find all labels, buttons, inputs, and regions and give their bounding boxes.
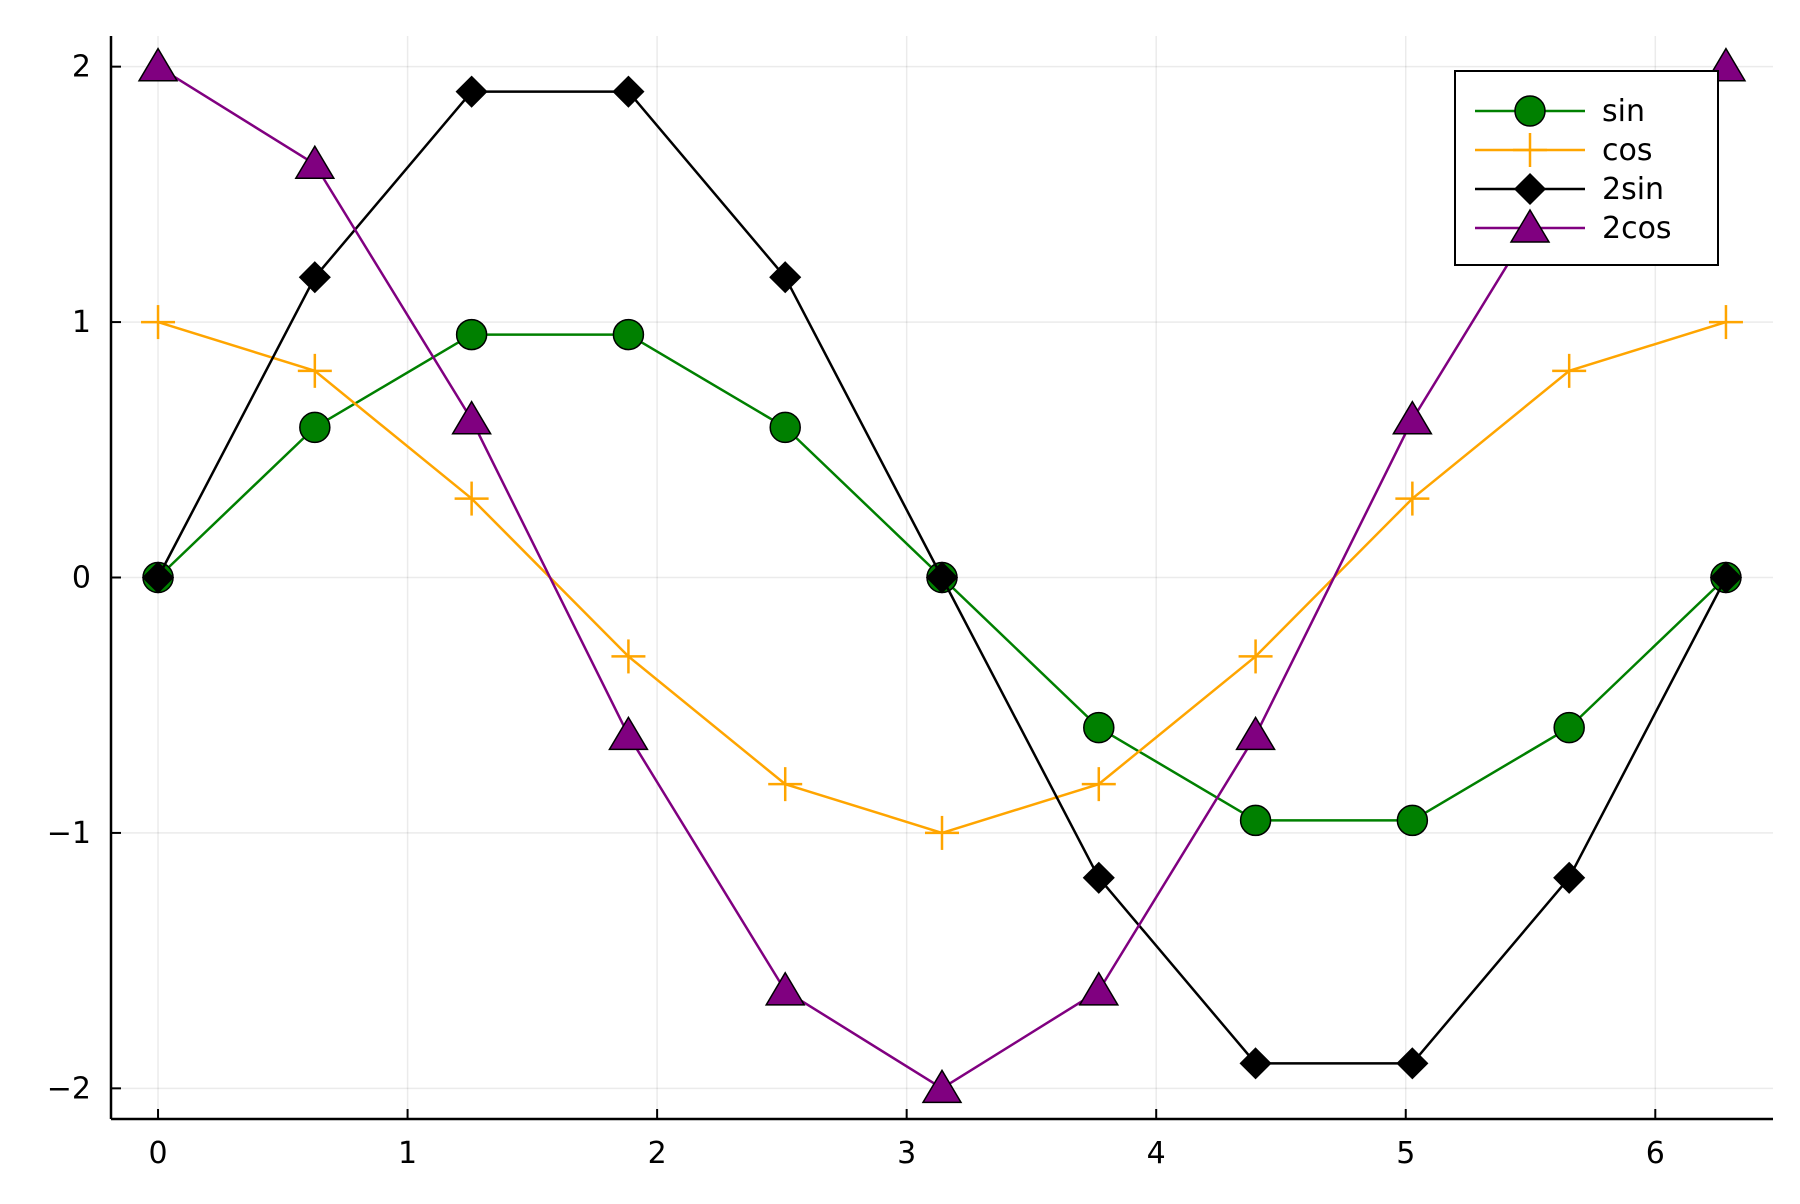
data-point-cos <box>141 305 176 340</box>
y-tick-label: 1 <box>72 305 91 340</box>
data-point-sin <box>455 318 488 351</box>
legend-item-2sin: 2sin <box>1475 172 1664 207</box>
data-point-sin <box>1553 711 1585 744</box>
legend-item-2cos: 2cos <box>1475 208 1672 246</box>
x-tick-label: 6 <box>1646 1136 1665 1171</box>
data-point-2sin <box>1396 1047 1429 1080</box>
series-cos <box>141 305 1743 850</box>
data-point-2cos <box>764 971 806 1006</box>
data-point-cos <box>1552 353 1587 388</box>
y-tick-label: −2 <box>47 1071 91 1106</box>
data-point-sin <box>1083 711 1115 744</box>
data-point-2sin <box>141 561 175 594</box>
data-point-2sin <box>769 261 802 294</box>
legend-item-cos: cos <box>1475 133 1652 168</box>
series-2cos <box>137 47 1747 1104</box>
data-point-2sin <box>1082 861 1115 894</box>
data-point-cos <box>1395 481 1430 516</box>
data-point-cos <box>1708 305 1743 340</box>
data-point-2cos <box>1235 715 1276 751</box>
series-group <box>137 47 1747 1104</box>
data-point-cos <box>454 481 489 516</box>
data-point-2cos <box>451 400 492 435</box>
legend-item-sin: sin <box>1475 94 1645 129</box>
legend-label: 2sin <box>1602 172 1664 207</box>
data-point-2sin <box>1553 861 1586 894</box>
legend-label: 2cos <box>1602 211 1672 246</box>
data-point-cos <box>611 639 646 674</box>
legend-label: cos <box>1602 133 1652 168</box>
x-tick-label: 1 <box>398 1136 417 1171</box>
x-tick-label: 4 <box>1147 1136 1166 1171</box>
data-point-cos <box>1238 639 1273 674</box>
x-tick-label: 0 <box>148 1136 167 1171</box>
legend-marker <box>1514 95 1546 127</box>
axes: 0 1 2 3 4 5 6 −2 −1 0 1 2 <box>47 36 1773 1171</box>
legend-marker <box>1513 172 1547 206</box>
data-point-sin <box>299 411 331 444</box>
data-point-2cos <box>921 1068 963 1104</box>
data-point-2cos <box>1392 400 1433 435</box>
series-2sin <box>141 75 1743 1080</box>
data-point-2sin <box>298 261 331 294</box>
legend: sin cos 2sin 2cos <box>1454 70 1719 266</box>
data-point-2cos <box>137 47 179 82</box>
x-tick-label: 5 <box>1396 1136 1415 1171</box>
data-point-2sin <box>1709 561 1743 594</box>
data-point-2cos <box>1078 971 1120 1006</box>
legend-box <box>1454 70 1719 266</box>
legend-marker <box>1509 208 1551 243</box>
data-point-2sin <box>612 75 645 108</box>
data-point-2cos <box>294 144 336 180</box>
data-point-sin <box>769 411 801 444</box>
data-point-2sin <box>925 561 959 594</box>
data-point-sin <box>612 318 645 351</box>
x-tick-label: 2 <box>648 1136 667 1171</box>
data-point-cos <box>297 353 332 388</box>
legend-marker <box>1513 133 1547 167</box>
y-tick-label: 2 <box>72 50 91 85</box>
data-point-2cos <box>608 715 649 751</box>
data-point-2sin <box>1239 1047 1272 1080</box>
data-point-cos <box>1081 767 1116 802</box>
y-tick-label: 0 <box>72 561 91 596</box>
legend-label: sin <box>1602 94 1645 129</box>
data-point-sin <box>1239 804 1272 837</box>
data-point-cos <box>925 815 959 850</box>
data-point-2sin <box>455 75 488 108</box>
y-tick-label: −1 <box>47 816 91 851</box>
data-point-sin <box>1396 804 1429 837</box>
data-point-cos <box>768 767 803 802</box>
x-tick-label: 3 <box>897 1136 916 1171</box>
